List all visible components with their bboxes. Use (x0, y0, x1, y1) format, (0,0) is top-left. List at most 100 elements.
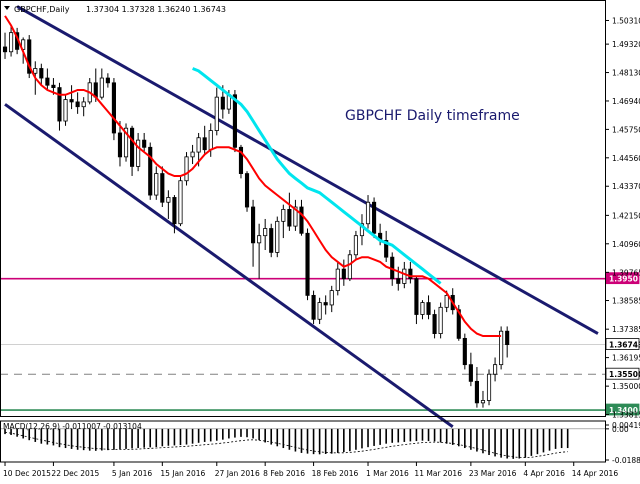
y-tick-label: 1.40960 (612, 240, 640, 249)
candle-body (421, 303, 424, 315)
candle-body (58, 88, 61, 121)
y-tick-label: 1.49320 (612, 40, 640, 49)
candle-body (463, 338, 466, 364)
candle-body (179, 181, 182, 224)
candle-body (52, 85, 55, 87)
x-tick-label: 15 Jan 2016 (160, 469, 205, 478)
candle-body (100, 78, 103, 97)
candle-body (46, 78, 49, 85)
candle-body (427, 303, 430, 315)
candle-body (439, 307, 442, 333)
candle-body (64, 100, 67, 121)
candle-body (403, 269, 406, 283)
current-price-label: 1.36743 (609, 341, 640, 350)
y-tick-label: 1.43370 (612, 182, 640, 191)
candle-body (276, 221, 279, 252)
y-tick-label: 1.35000 (612, 382, 640, 391)
y-tick-label: 1.39765 (612, 268, 640, 277)
candle-body (221, 97, 224, 109)
candle-body (415, 279, 418, 315)
candle-body (161, 174, 164, 203)
candle-body (82, 102, 85, 107)
candle-body (155, 174, 158, 195)
ma-red-line (5, 16, 501, 336)
candle-body (506, 331, 509, 344)
chart-annotation: GBPCHF Daily timeframe (345, 108, 520, 124)
candle-body (354, 236, 357, 255)
chart-header-symbol: GBPCHF,Daily (14, 5, 70, 14)
candle-body (9, 33, 12, 52)
y-tick-label: 1.48130 (612, 69, 640, 78)
candle-body (149, 147, 152, 195)
candle-body (130, 128, 133, 166)
x-tick-label: 22 Dec 2015 (51, 469, 99, 478)
candle-body (282, 209, 285, 221)
moving-averages (5, 16, 501, 336)
x-tick-label: 11 Mar 2016 (414, 469, 462, 478)
chart-header-ohlc: 1.37304 1.37328 1.36240 1.36743 (86, 5, 226, 14)
level-price-label: 1.35500 (609, 370, 640, 379)
candle-body (324, 303, 327, 305)
candle-body (215, 97, 218, 130)
candle-body (397, 279, 400, 284)
candle-body (300, 207, 303, 233)
candle-body (257, 236, 260, 243)
candle-body (288, 209, 291, 226)
y-tick-label: 1.45750 (612, 125, 640, 134)
candle-body (209, 131, 212, 150)
candle-body (433, 314, 436, 333)
candle-body (251, 207, 254, 243)
x-tick-label: 1 Mar 2016 (366, 469, 409, 478)
x-tick-label: 27 Jan 2016 (215, 469, 260, 478)
candle-body (318, 303, 321, 320)
candle-body (475, 381, 478, 402)
candle-body (312, 295, 315, 319)
candle-body (245, 174, 248, 207)
x-tick-label: 5 Jan 2016 (112, 469, 152, 478)
candle-body (197, 138, 200, 152)
macd-y-tick-label: -0.018815 (612, 456, 640, 465)
x-tick-label: 18 Feb 2016 (312, 469, 359, 478)
x-tick-label: 14 Apr 2016 (572, 469, 619, 478)
candle-body (167, 197, 170, 202)
candle-body (264, 229, 267, 236)
candle-body (306, 233, 309, 295)
candle-body (330, 291, 333, 305)
candle-body (372, 202, 375, 233)
candle-body (76, 102, 79, 107)
candles (3, 25, 508, 407)
x-tick-label: 23 Mar 2016 (469, 469, 517, 478)
macd-y-tick-label: 0.00 (612, 425, 629, 434)
candle-body (143, 140, 146, 147)
candle-body (481, 400, 484, 402)
candle-body (203, 138, 206, 150)
y-tick-label: 1.33815 (612, 410, 640, 419)
candle-body (233, 95, 236, 148)
chart-text: GBPCHF,Daily 1.37304 1.37328 1.36240 1.3… (14, 5, 520, 124)
y-tick-label: 1.44560 (612, 154, 640, 163)
y-tick-label: 1.38585 (612, 297, 640, 306)
candle-body (40, 68, 43, 78)
macd-header: MACD(12,26,9) -0.011007 -0.013104 (3, 422, 142, 431)
candle-body (34, 68, 37, 73)
candle-body (185, 157, 188, 181)
candle-body (173, 197, 176, 223)
x-tick-label: 8 Feb 2016 (263, 469, 305, 478)
y-tick-label: 1.46940 (612, 97, 640, 106)
candle-body (270, 229, 273, 253)
x-tick-label: 10 Dec 2015 (3, 469, 51, 478)
x-tick-label: 4 Apr 2016 (523, 469, 565, 478)
y-tick-label: 1.50310 (612, 16, 640, 25)
candle-body (348, 255, 351, 279)
y-tick-label: 1.36195 (612, 354, 640, 363)
candle-body (106, 78, 109, 83)
candle-body (70, 100, 73, 102)
candle-body (118, 133, 121, 157)
candle-body (112, 83, 115, 133)
candle-body (342, 269, 345, 279)
